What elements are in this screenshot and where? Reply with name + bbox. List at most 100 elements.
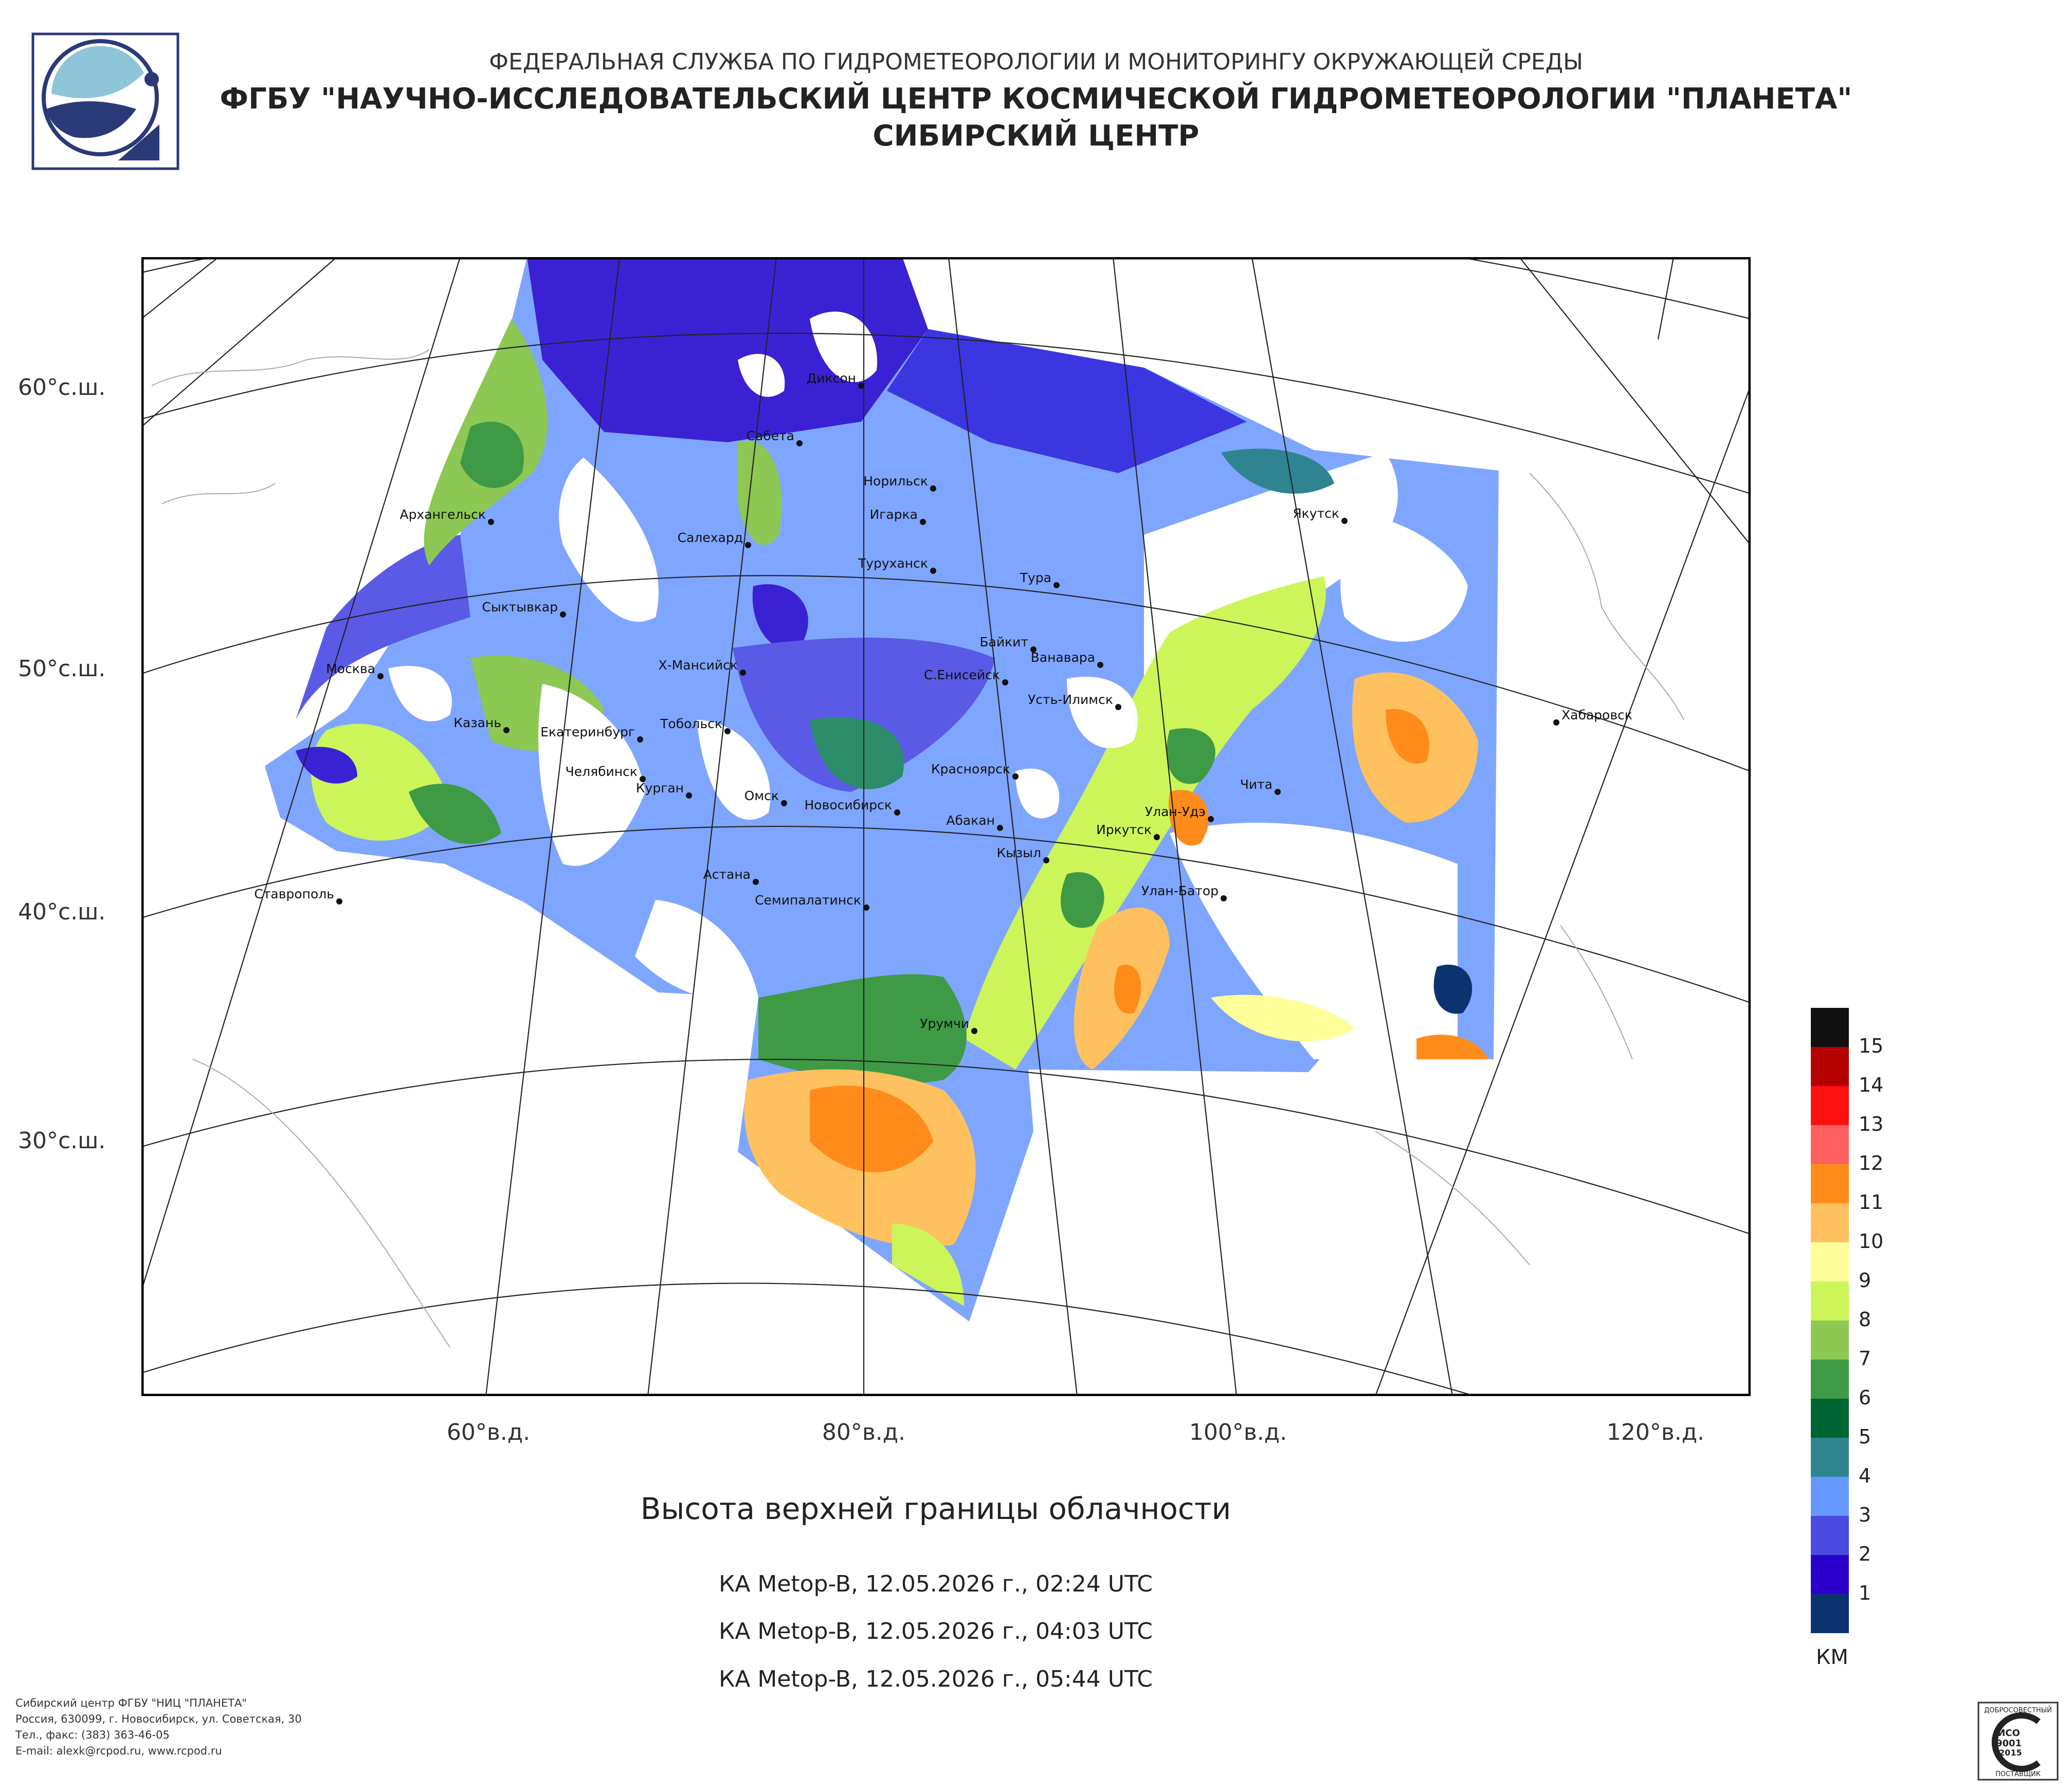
satellite-swath	[265, 257, 1499, 1322]
legend-value-14: 14	[1859, 1074, 1884, 1096]
legend-value-15: 15	[1859, 1035, 1884, 1057]
legend-value-1: 1	[1859, 1582, 1871, 1604]
footer-email: E-mail: alexk@rcpod.ru, www.rcpod.ru	[15, 1745, 222, 1757]
city-dot-27	[1208, 816, 1214, 822]
city-dot-23	[686, 792, 692, 799]
city-label-28: Иркутск	[1096, 822, 1152, 837]
city-dot-33	[1221, 895, 1227, 901]
city-label-21: Чита	[1240, 777, 1273, 792]
city-dot-25	[894, 809, 900, 816]
legend-swatch-12	[1811, 1125, 1849, 1164]
city-label-12: Москва	[326, 661, 375, 676]
city-dot-19	[637, 736, 643, 743]
city-dot-2	[930, 485, 936, 492]
legend-value-8: 8	[1859, 1308, 1871, 1331]
city-dot-9	[560, 611, 566, 618]
legend-swatch-14	[1811, 1047, 1849, 1086]
city-label-30: Астана	[703, 867, 751, 882]
pass-1: КА Metop-B, 12.05.2026 г., 02:24 UTC	[719, 1571, 1153, 1597]
legend-swatch-6	[1811, 1360, 1849, 1399]
city-label-1: Сабета	[747, 428, 794, 443]
city-dot-10	[1030, 646, 1037, 653]
city-label-5: Салехард	[678, 530, 743, 545]
legend-swatch-5	[1811, 1399, 1849, 1438]
legend-value-9: 9	[1859, 1269, 1871, 1292]
city-label-26: Абакан	[946, 813, 995, 828]
iso-text-1: ИСО	[1997, 1728, 2020, 1739]
footer-phone: Тел., факс: (383) 363-46-05	[15, 1729, 170, 1741]
city-label-33: Улан-Батор	[1141, 883, 1219, 898]
city-label-4: Архангельск	[399, 507, 486, 522]
city-label-13: Х-Мансийск	[659, 658, 738, 673]
city-label-0: Диксон	[807, 371, 856, 386]
city-dot-31	[336, 898, 342, 904]
city-label-24: Омск	[744, 788, 779, 803]
city-dot-6	[930, 568, 936, 574]
legend-value-13: 13	[1859, 1113, 1884, 1135]
lon-label-120: 120°в.д.	[1606, 1419, 1705, 1445]
legend-value-6: 6	[1859, 1386, 1871, 1409]
city-label-17: Казань	[453, 715, 501, 730]
city-dot-21	[1275, 789, 1281, 795]
city-dot-14	[1002, 679, 1008, 685]
legend-value-3: 3	[1859, 1504, 1871, 1526]
legend-swatch-8	[1811, 1281, 1849, 1320]
footer-org: Сибирский центр ФГБУ "НИЦ "ПЛАНЕТА"	[15, 1697, 247, 1709]
iso-bottom-text: ПОСТАВЩИК	[1995, 1770, 2041, 1778]
city-markers: Диксон Сабета Норильск Игарка Архангельск Сал…	[254, 371, 1632, 1034]
legend-value-2: 2	[1859, 1543, 1871, 1565]
lat-label-40: 40°с.ш.	[18, 899, 106, 925]
city-label-23: Курган	[636, 781, 684, 795]
city-label-22: Челябинск	[566, 764, 638, 779]
legend-swatch-4	[1811, 1438, 1849, 1477]
lat-label-50: 50°с.ш.	[18, 656, 106, 682]
city-dot-3	[920, 519, 926, 525]
graticule	[141, 257, 1751, 1396]
city-dot-24	[781, 800, 787, 806]
city-label-2: Норильск	[863, 474, 928, 489]
city-label-16: Хабаровск	[1561, 708, 1632, 722]
lon-label-80: 80°в.д.	[822, 1419, 906, 1445]
legend-swatch-15	[1811, 1008, 1849, 1047]
legend-swatch-10	[1811, 1203, 1849, 1242]
city-label-19: Екатеринбург	[540, 725, 635, 739]
city-dot-16	[1553, 719, 1559, 726]
city-label-34: Урумчи	[920, 1016, 969, 1031]
planeta-logo	[31, 32, 179, 170]
legend-swatch-9	[1811, 1242, 1849, 1281]
city-dot-32	[863, 904, 869, 911]
city-dot-30	[753, 879, 759, 885]
city-dot-22	[640, 776, 646, 782]
city-label-31: Ставрополь	[254, 887, 334, 901]
city-dot-29	[1043, 857, 1049, 863]
city-label-15: Усть-Илимск	[1028, 692, 1113, 707]
city-label-11: Ванавара	[1031, 650, 1095, 665]
legend-value-4: 4	[1859, 1464, 1871, 1487]
legend-value-10: 10	[1859, 1230, 1884, 1253]
legend-value-12: 12	[1859, 1152, 1884, 1174]
header-organization: ФГБУ "НАУЧНО-ИССЛЕДОВАТЕЛЬСКИЙ ЦЕНТР КОС…	[220, 82, 1852, 116]
city-label-20: Красноярск	[931, 762, 1010, 776]
legend-swatch-11	[1811, 1164, 1849, 1203]
city-dot-8	[1341, 518, 1348, 524]
iso-top-text: ДОБРОСОВЕСТНЫЙ	[1984, 1706, 2052, 1714]
city-dot-13	[740, 670, 746, 676]
iso-text-3: -2015	[1995, 1748, 2022, 1758]
iso-certification-badge: ДОБРОСОВЕСТНЫЙ ИСО 9001 -2015 ПОСТАВЩИК	[1977, 1702, 2059, 1781]
city-dot-5	[745, 542, 751, 548]
city-label-25: Новосибирск	[805, 798, 893, 812]
city-label-7: Тура	[1020, 570, 1051, 585]
footer-address: Россия, 630099, г. Новосибирск, ул. Сове…	[15, 1713, 302, 1725]
city-label-6: Туруханск	[858, 556, 928, 571]
city-label-18: Тобольск	[660, 716, 722, 731]
map-frame	[141, 257, 1751, 1396]
map-title: Высота верхней границы облачности	[640, 1491, 1231, 1526]
city-label-14: С.Енисейск	[924, 667, 1000, 682]
city-label-8: Якутск	[1293, 506, 1339, 521]
lat-label-60: 60°с.ш.	[18, 374, 106, 401]
city-label-32: Семипалатинск	[755, 893, 861, 908]
city-dot-18	[724, 728, 731, 734]
legend-value-11: 11	[1859, 1191, 1884, 1214]
city-dot-11	[1097, 662, 1103, 668]
cloud-top-height-map: Диксон Сабета Норильск Игарка Архангельск Сал…	[141, 257, 1751, 1396]
